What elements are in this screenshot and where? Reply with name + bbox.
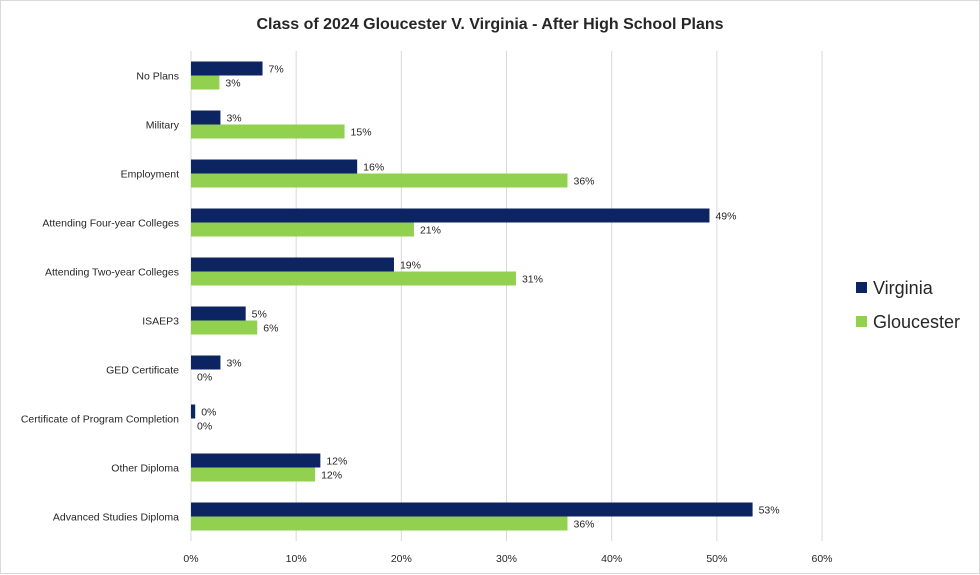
category-label: Employment <box>121 169 179 181</box>
category-label: Certificate of Program Completion <box>21 414 179 426</box>
category-axis: No Plans Military Employment Attending Four… <box>21 71 180 524</box>
data-label-gloucester: 12% <box>321 470 342 482</box>
bar-virginia <box>191 404 196 419</box>
bar-virginia <box>191 61 263 76</box>
data-label-gloucester: 6% <box>263 323 278 335</box>
bars <box>191 61 753 531</box>
bar-gloucester <box>191 320 258 335</box>
category-label: No Plans <box>136 71 179 83</box>
data-label-gloucester: 15% <box>351 127 372 139</box>
bar-gloucester <box>191 516 568 531</box>
value-axis: 0% 10% 20% 30% 40% 50% 60% <box>183 553 832 565</box>
bar-virginia <box>191 502 753 517</box>
bar-gloucester <box>191 173 568 188</box>
category-label: Other Diploma <box>111 463 179 475</box>
data-label-virginia: 16% <box>363 162 384 174</box>
category-label: GED Certificate <box>106 365 179 377</box>
category-label: Attending Two-year Colleges <box>45 267 179 279</box>
bar-gloucester <box>191 271 516 286</box>
data-label-gloucester: 31% <box>522 274 543 286</box>
bar-virginia <box>191 453 321 468</box>
data-label-gloucester: 36% <box>573 176 594 188</box>
data-label-virginia: 3% <box>226 113 241 125</box>
x-tick-label: 40% <box>601 553 622 565</box>
legend-swatch-virginia <box>856 282 867 293</box>
x-tick-label: 20% <box>391 553 412 565</box>
category-label: ISAEP3 <box>142 316 179 328</box>
data-labels: 7% 3% 3% 15% 16% 36% 49% 21% 19% 31% 5% 6% 3% 0% 0% 0% 1… <box>197 64 780 531</box>
bar-virginia <box>191 110 221 125</box>
legend-label-virginia: Virginia <box>873 278 934 298</box>
category-label: Advanced Studies Diploma <box>53 512 179 524</box>
bar-virginia <box>191 257 394 272</box>
bar-gloucester <box>191 467 316 482</box>
data-label-gloucester: 0% <box>197 372 212 384</box>
x-tick-label: 0% <box>183 553 198 565</box>
data-label-virginia: 19% <box>400 260 421 272</box>
data-label-virginia: 53% <box>759 505 780 517</box>
x-tick-label: 50% <box>706 553 727 565</box>
x-tick-label: 30% <box>496 553 517 565</box>
data-label-gloucester: 36% <box>573 519 594 531</box>
bar-virginia <box>191 355 221 370</box>
bar-virginia <box>191 208 710 223</box>
data-label-virginia: 3% <box>226 358 241 370</box>
bar-virginia <box>191 159 358 174</box>
legend-label-gloucester: Gloucester <box>873 312 960 332</box>
data-label-virginia: 12% <box>326 456 347 468</box>
data-label-virginia: 5% <box>252 309 267 321</box>
bar-gloucester <box>191 124 345 139</box>
category-label: Military <box>146 120 180 132</box>
legend: Virginia Gloucester <box>856 278 960 332</box>
bar-gloucester <box>191 222 414 237</box>
x-tick-label: 60% <box>811 553 832 565</box>
data-label-gloucester: 0% <box>197 421 212 433</box>
bar-virginia <box>191 306 246 321</box>
data-label-gloucester: 21% <box>420 225 441 237</box>
chart-title: Class of 2024 Gloucester V. Virginia - A… <box>256 16 723 33</box>
legend-swatch-gloucester <box>856 316 867 327</box>
data-label-virginia: 0% <box>201 407 216 419</box>
data-label-virginia: 7% <box>269 64 284 76</box>
data-label-virginia: 49% <box>715 211 736 223</box>
category-label: Attending Four-year Colleges <box>42 218 179 230</box>
x-tick-label: 10% <box>286 553 307 565</box>
bar-gloucester <box>191 75 220 90</box>
data-label-gloucester: 3% <box>225 78 240 90</box>
